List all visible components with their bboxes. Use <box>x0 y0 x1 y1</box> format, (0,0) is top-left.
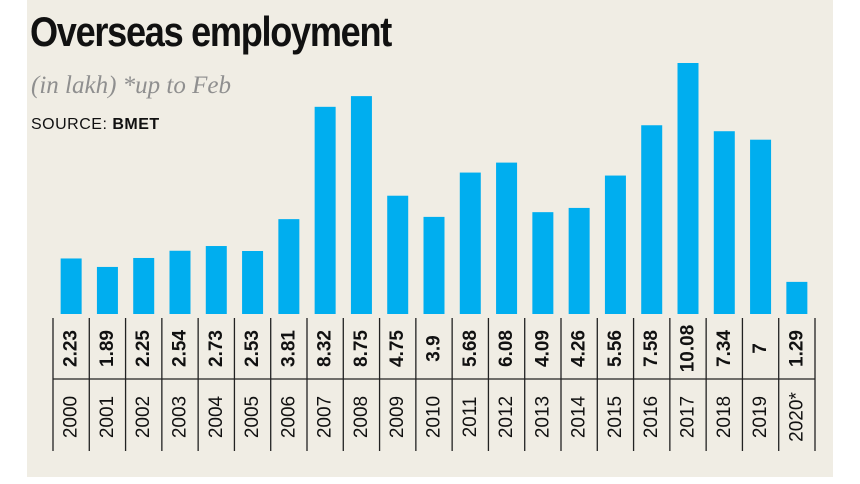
bar <box>350 96 372 314</box>
bar-value-label: 7.58 <box>641 330 662 367</box>
bar-value-label: 3.9 <box>424 335 445 361</box>
bar <box>568 207 590 314</box>
bar-value-label: 1.29 <box>786 330 807 367</box>
bar-value-label: 3.81 <box>278 330 299 367</box>
x-tick-label: 2018 <box>714 396 735 438</box>
bar <box>242 251 264 314</box>
bar-value-label: 2.23 <box>61 330 82 367</box>
bar-value-label: 2.73 <box>206 330 227 367</box>
bar-value-label: 6.08 <box>496 330 517 367</box>
source-name: BMET <box>112 116 160 133</box>
bar <box>604 175 626 314</box>
x-tick-label: 2020* <box>786 392 807 442</box>
x-tick-label: 2007 <box>315 396 336 438</box>
x-tick-label: 2017 <box>678 396 699 438</box>
bar-value-label: 8.32 <box>315 330 336 367</box>
bar-value-label: 2.54 <box>170 330 191 367</box>
bar-value-label: 5.68 <box>460 330 481 367</box>
x-tick-label: 2016 <box>641 396 662 438</box>
bar <box>169 250 191 314</box>
x-tick-label: 2011 <box>460 397 481 438</box>
bar-value-label: 2.53 <box>242 330 263 367</box>
bar <box>532 212 554 314</box>
bar <box>96 266 118 314</box>
x-tick-label: 2013 <box>532 396 553 438</box>
x-tick-label: 2002 <box>133 396 154 438</box>
chart-subtitle: (in lakh) *up to Feb <box>31 72 231 99</box>
bar <box>641 125 663 314</box>
bar <box>423 216 445 314</box>
bar <box>205 246 227 314</box>
bar <box>133 257 155 314</box>
bar <box>750 139 772 314</box>
bar <box>677 63 699 314</box>
x-tick-label: 2014 <box>569 395 590 438</box>
x-tick-label: 2000 <box>61 396 82 438</box>
bar <box>278 219 300 314</box>
bar <box>713 131 735 314</box>
bar-value-label: 2.25 <box>133 330 154 367</box>
x-tick-label: 2010 <box>424 396 445 438</box>
bar <box>60 258 82 314</box>
x-tick-label: 2001 <box>97 396 118 438</box>
bar <box>459 172 481 314</box>
x-tick-label: 2019 <box>750 396 771 438</box>
bar <box>314 106 336 314</box>
bar-value-label: 7 <box>750 343 771 354</box>
x-tick-label: 2008 <box>351 396 372 438</box>
chart-title: Overseas employment <box>30 8 392 55</box>
source-label: SOURCE: <box>31 116 108 133</box>
x-tick-label: 2004 <box>206 395 227 438</box>
source-line: SOURCE: BMET <box>31 116 160 134</box>
bar <box>786 281 808 314</box>
x-tick-label: 2012 <box>496 396 517 438</box>
x-tick-label: 2003 <box>170 396 191 438</box>
bar-value-label: 4.09 <box>532 330 553 367</box>
x-tick-label: 2009 <box>387 396 408 438</box>
bar-value-label: 8.75 <box>351 330 372 367</box>
x-tick-label: 2015 <box>605 396 626 438</box>
bar-value-label: 4.75 <box>387 330 408 367</box>
x-tick-label: 2006 <box>278 396 299 438</box>
bar-value-label: 4.26 <box>569 330 590 367</box>
bar-value-label: 10.08 <box>678 325 699 373</box>
x-tick-label: 2005 <box>242 396 263 438</box>
bar-value-label: 5.56 <box>605 330 626 367</box>
bar-value-label: 1.89 <box>97 330 118 367</box>
bar-value-label: 7.34 <box>714 330 735 367</box>
bar <box>387 195 409 314</box>
bar <box>496 162 518 314</box>
